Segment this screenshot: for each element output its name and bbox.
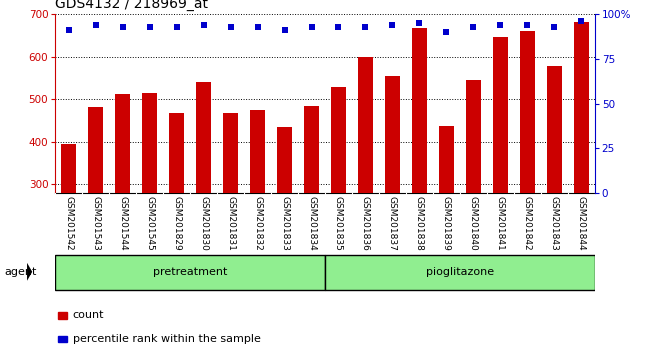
Point (360, 24, 370, 29)
Bar (169, 113, 184, 193)
Point (306, 24, 317, 29)
Text: GSM201838: GSM201838 (415, 196, 424, 251)
Bar (58, 312, 68, 319)
Text: GSM201830: GSM201830 (199, 196, 208, 251)
Bar (325, 255, 595, 290)
Text: GSM201836: GSM201836 (361, 196, 370, 251)
Text: GSM201841: GSM201841 (496, 196, 505, 251)
Point (576, 18, 586, 24)
Text: GSM201839: GSM201839 (442, 196, 451, 251)
Text: GSM201832: GSM201832 (253, 196, 262, 251)
Point (468, 24, 478, 29)
Bar (55, 255, 325, 290)
Bar (304, 106, 319, 193)
Point (90, 22, 101, 28)
Point (441, 29, 452, 35)
Bar (358, 57, 373, 193)
Text: pioglitazone: pioglitazone (426, 267, 494, 277)
Text: GSM201835: GSM201835 (334, 196, 343, 251)
Bar (547, 66, 562, 193)
Point (252, 24, 263, 29)
Text: GSM201834: GSM201834 (307, 196, 316, 251)
Bar (196, 82, 211, 193)
Point (280, 27, 290, 33)
Point (522, 22, 532, 28)
Bar (88, 107, 103, 193)
Text: agent: agent (4, 267, 36, 277)
Text: GSM201844: GSM201844 (577, 196, 586, 251)
Point (333, 24, 344, 29)
Bar (250, 110, 265, 193)
Point (198, 22, 209, 28)
Text: GSM201843: GSM201843 (550, 196, 559, 251)
Bar (61, 144, 76, 193)
Text: GSM201544: GSM201544 (118, 196, 127, 251)
Point (387, 22, 398, 28)
Bar (385, 76, 400, 193)
Text: GSM201542: GSM201542 (64, 196, 73, 251)
Bar (466, 80, 481, 193)
Text: pretreatment: pretreatment (153, 267, 228, 277)
Text: GSM201545: GSM201545 (145, 196, 154, 251)
Polygon shape (27, 263, 32, 281)
Bar (331, 86, 346, 193)
Point (549, 24, 560, 29)
Bar (412, 28, 427, 193)
Bar (520, 31, 535, 193)
Text: percentile rank within the sample: percentile rank within the sample (73, 334, 261, 344)
Point (414, 20, 424, 26)
Text: GSM201831: GSM201831 (226, 196, 235, 251)
Text: GSM201837: GSM201837 (388, 196, 397, 251)
Bar (277, 127, 292, 193)
Bar (493, 37, 508, 193)
Point (64, 27, 74, 33)
Bar (574, 22, 589, 193)
Point (172, 24, 182, 29)
Text: GSM201543: GSM201543 (91, 196, 100, 251)
Text: GSM201833: GSM201833 (280, 196, 289, 251)
Bar (115, 94, 130, 193)
Text: GSM201829: GSM201829 (172, 196, 181, 251)
Text: GDS4132 / 218969_at: GDS4132 / 218969_at (55, 0, 208, 11)
Point (226, 24, 236, 29)
Point (118, 24, 128, 29)
Text: GSM201840: GSM201840 (469, 196, 478, 251)
Text: count: count (73, 310, 104, 320)
Point (495, 22, 506, 28)
Bar (223, 113, 238, 193)
Bar (439, 126, 454, 193)
Bar (58, 336, 68, 342)
Text: GSM201842: GSM201842 (523, 196, 532, 251)
Point (144, 24, 155, 29)
Bar (142, 93, 157, 193)
